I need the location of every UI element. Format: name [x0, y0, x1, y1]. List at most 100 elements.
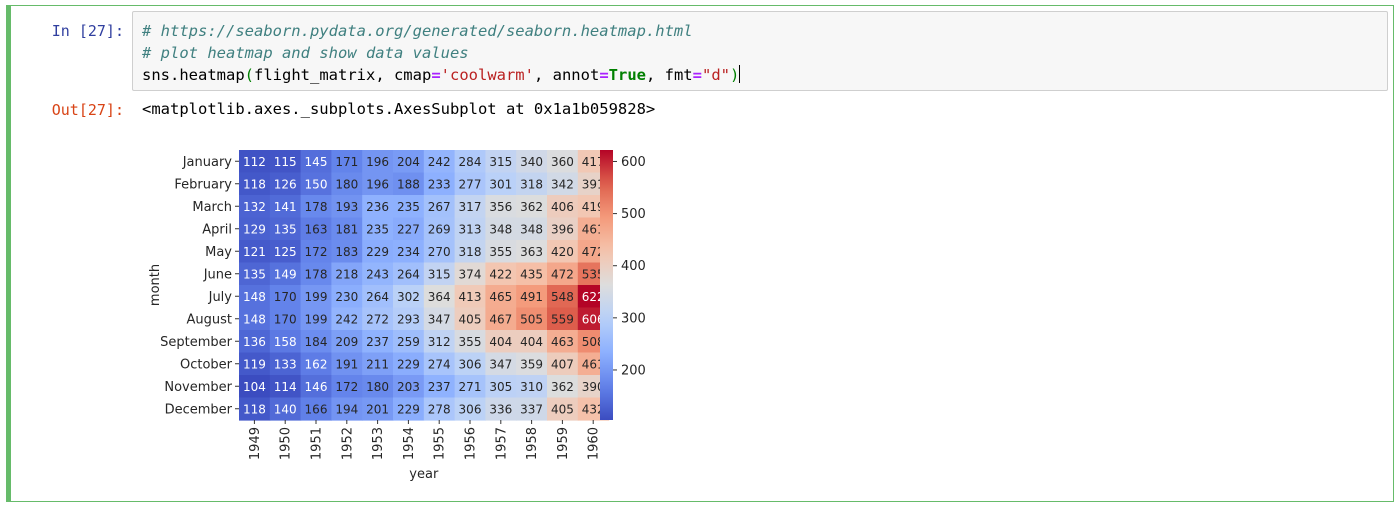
heatmap-cell — [516, 397, 548, 421]
y-tick-label: January — [182, 155, 233, 170]
heatmap-cell-value: 114 — [274, 380, 297, 394]
heatmap-cell — [300, 172, 332, 196]
heatmap-cell — [300, 375, 332, 399]
heatmap-cell — [423, 397, 456, 421]
heatmap-cell — [331, 285, 363, 309]
code-token: = — [692, 66, 702, 84]
input-prompt: In [27]: — [51, 22, 124, 40]
heatmap-cell — [485, 240, 517, 264]
heatmap-cell — [300, 307, 332, 331]
x-tick-label: 1953 — [371, 427, 386, 460]
heatmap-cell — [423, 262, 456, 286]
heatmap-cell-value: 347 — [489, 357, 512, 371]
heatmap-cell — [362, 172, 394, 196]
heatmap-cell-value: 135 — [243, 267, 266, 281]
heatmap-cell — [239, 397, 271, 421]
heatmap-cell-value: 305 — [489, 380, 512, 394]
heatmap-cell-value: 188 — [397, 177, 420, 191]
heatmap-cell-value: 196 — [366, 177, 389, 191]
heatmap-cell — [423, 285, 456, 309]
code-token: "d" — [702, 66, 730, 84]
x-tick-label: 1956 — [464, 427, 479, 460]
heatmap-cell — [423, 375, 456, 399]
heatmap-cell-value: 404 — [520, 335, 543, 349]
x-tick-label: 1957 — [494, 427, 509, 460]
heatmap-cell-value: 422 — [489, 267, 512, 281]
heatmap-cell — [547, 217, 579, 241]
heatmap-cell-value: 407 — [551, 357, 574, 371]
heatmap-cell — [423, 240, 456, 264]
heatmap-cell-value: 172 — [335, 380, 358, 394]
heatmap-cell — [239, 240, 271, 264]
heatmap-cell — [393, 285, 425, 309]
heatmap-cell — [454, 397, 486, 421]
heatmap-cell-value: 229 — [366, 245, 389, 259]
heatmap-cell — [516, 150, 548, 174]
y-tick-label: September — [160, 335, 233, 350]
heatmap-cell — [547, 285, 579, 309]
heatmap-cell-value: 362 — [520, 200, 543, 214]
heatmap-cell-value: 233 — [428, 177, 451, 191]
heatmap-cell-value: 465 — [489, 290, 512, 304]
heatmap-cell — [423, 330, 456, 354]
heatmap-cell — [547, 150, 579, 174]
heatmap-cell-value: 277 — [459, 177, 482, 191]
heatmap-cell-value: 203 — [397, 380, 420, 394]
heatmap-cell — [239, 307, 271, 331]
heatmap-cell — [331, 150, 363, 174]
heatmap-cell-value: 150 — [305, 177, 328, 191]
heatmap-cell — [239, 330, 271, 354]
heatmap-cell — [393, 307, 425, 331]
heatmap-cell-value: 396 — [551, 222, 574, 236]
heatmap-cell-value: 306 — [459, 357, 482, 371]
heatmap-cell — [300, 217, 332, 241]
code-input-area[interactable]: # https://seaborn.pydata.org/generated/s… — [132, 11, 1388, 91]
heatmap-cell-value: 201 — [366, 402, 389, 416]
heatmap-cell — [454, 307, 486, 331]
heatmap-figure: 112 115 145 171 196 204 242 284 315 340 360 417 118 1… — [148, 150, 646, 482]
heatmap-cell — [485, 150, 517, 174]
heatmap-cell-value: 170 — [274, 312, 297, 326]
heatmap-cell — [393, 150, 425, 174]
heatmap-cell-value: 315 — [489, 155, 512, 169]
heatmap-cell — [547, 397, 579, 421]
heatmap-cell-value: 133 — [274, 357, 297, 371]
heatmap-cell-value: 204 — [397, 155, 420, 169]
heatmap-cell-value: 272 — [366, 312, 389, 326]
code-token: , annot — [533, 66, 600, 84]
heatmap-cell — [485, 262, 517, 286]
heatmap-cell — [269, 330, 302, 354]
heatmap-cell-value: 284 — [459, 155, 482, 169]
heatmap-cell-value: 417 — [582, 155, 605, 169]
heatmap-cell — [423, 150, 456, 174]
heatmap-cell — [269, 172, 302, 196]
code-token: 'coolwarm' — [440, 66, 534, 84]
heatmap-cell-value: 315 — [428, 267, 451, 281]
heatmap-cell-value: 356 — [489, 200, 512, 214]
x-tick-label: 1949 — [248, 427, 263, 460]
y-tick-label: July — [208, 290, 233, 305]
heatmap-cell — [485, 172, 517, 196]
heatmap-cell-value: 112 — [243, 155, 266, 169]
heatmap-cell-value: 317 — [459, 200, 482, 214]
x-tick-label: 1952 — [340, 427, 355, 460]
heatmap-cell-value: 236 — [366, 200, 389, 214]
heatmap-cell-value: 242 — [428, 155, 451, 169]
heatmap-cell — [331, 240, 363, 264]
heatmap-cell — [393, 217, 425, 241]
y-tick-label: June — [203, 267, 232, 282]
heatmap-cell — [393, 397, 425, 421]
heatmap-cell — [516, 307, 548, 331]
heatmap-cell-value: 126 — [274, 177, 297, 191]
heatmap-cell-value: 140 — [274, 402, 297, 416]
heatmap-cell — [454, 375, 486, 399]
code-editor[interactable]: # https://seaborn.pydata.org/generated/s… — [142, 20, 741, 86]
heatmap-cell — [269, 307, 302, 331]
heatmap-cell — [516, 262, 548, 286]
heatmap-cell-value: 548 — [551, 290, 574, 304]
heatmap-cell — [516, 352, 548, 376]
heatmap-cell — [423, 352, 456, 376]
heatmap-cell-value: 199 — [305, 290, 328, 304]
heatmap-cell-value: 461 — [582, 222, 605, 236]
heatmap-cell-value: 391 — [582, 177, 605, 191]
